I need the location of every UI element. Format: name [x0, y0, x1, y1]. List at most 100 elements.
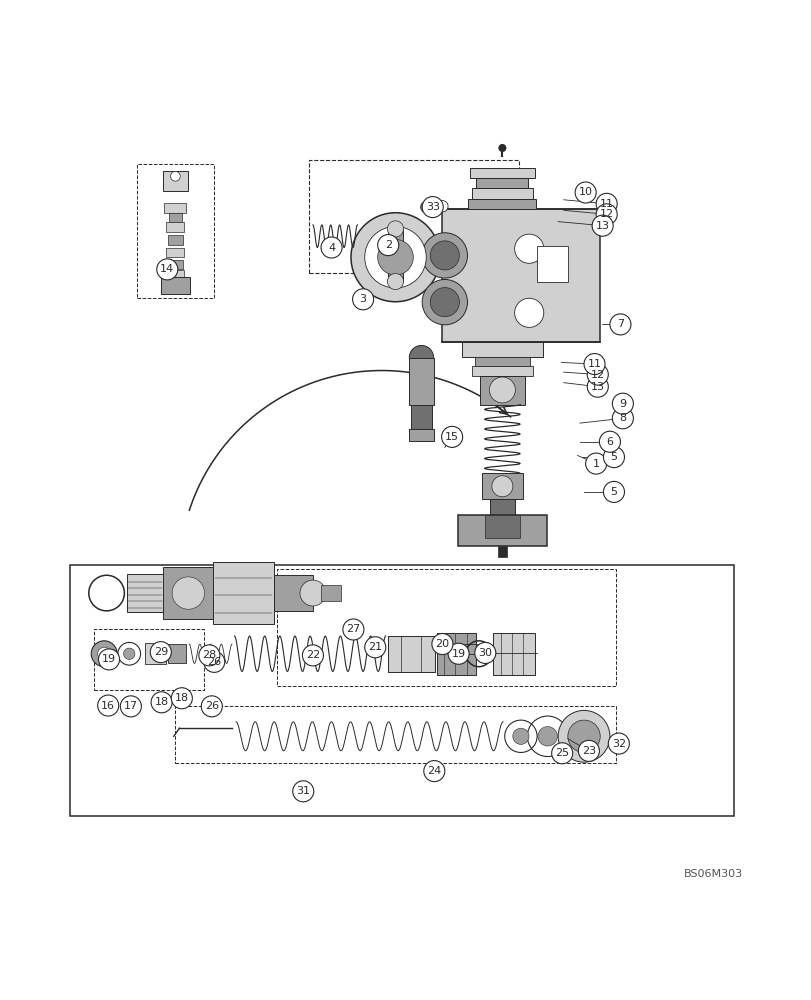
Circle shape: [586, 364, 607, 385]
Text: 4: 4: [328, 243, 335, 253]
Bar: [145, 643, 166, 664]
Bar: [479, 376, 525, 405]
Text: 11: 11: [599, 199, 613, 209]
Text: 13: 13: [595, 221, 609, 231]
Circle shape: [441, 426, 462, 447]
Circle shape: [150, 642, 171, 663]
Circle shape: [591, 215, 612, 236]
Text: 23: 23: [581, 746, 595, 756]
Bar: [161, 277, 190, 294]
Circle shape: [342, 619, 363, 640]
Bar: [274, 575, 312, 611]
Circle shape: [607, 733, 629, 754]
Circle shape: [474, 642, 496, 663]
Circle shape: [171, 688, 192, 709]
Bar: [476, 178, 528, 188]
Text: 14: 14: [160, 264, 174, 274]
Text: 21: 21: [367, 642, 382, 652]
Circle shape: [320, 237, 341, 258]
Text: 6: 6: [606, 437, 612, 447]
Circle shape: [387, 273, 403, 290]
Bar: [442, 209, 599, 342]
Text: 17: 17: [123, 701, 138, 711]
Circle shape: [387, 221, 403, 237]
Text: 10: 10: [578, 187, 592, 197]
Text: 31: 31: [296, 786, 310, 796]
Bar: [166, 248, 184, 257]
Text: 18: 18: [174, 693, 189, 703]
Circle shape: [551, 743, 572, 764]
Bar: [166, 222, 184, 232]
Text: 3: 3: [359, 294, 366, 304]
Bar: [94, 629, 204, 690]
Circle shape: [430, 288, 459, 317]
Text: 26: 26: [207, 657, 221, 667]
Bar: [168, 260, 182, 269]
Bar: [168, 235, 182, 245]
Bar: [461, 342, 543, 357]
Bar: [410, 405, 431, 429]
Bar: [457, 515, 547, 546]
Bar: [497, 546, 507, 557]
Bar: [163, 567, 213, 619]
Circle shape: [91, 641, 117, 667]
Circle shape: [364, 226, 426, 288]
Text: 22: 22: [306, 650, 320, 660]
Circle shape: [377, 239, 413, 275]
Bar: [165, 203, 186, 213]
Text: 8: 8: [619, 413, 625, 423]
Bar: [388, 229, 402, 282]
Bar: [408, 358, 434, 405]
Circle shape: [292, 781, 313, 802]
Bar: [471, 366, 533, 376]
Bar: [127, 574, 163, 612]
Circle shape: [583, 354, 604, 375]
Text: 12: 12: [599, 209, 613, 219]
Bar: [308, 160, 519, 273]
Text: 12: 12: [590, 370, 604, 380]
Bar: [137, 164, 214, 298]
Circle shape: [352, 289, 373, 310]
Circle shape: [609, 314, 630, 335]
Text: 11: 11: [587, 359, 601, 369]
Circle shape: [603, 481, 624, 502]
Circle shape: [430, 241, 459, 270]
Circle shape: [567, 720, 599, 752]
Circle shape: [97, 647, 110, 660]
Circle shape: [585, 453, 606, 474]
Circle shape: [611, 408, 633, 429]
Text: 19: 19: [451, 649, 465, 659]
Bar: [168, 644, 186, 663]
Bar: [277, 569, 616, 686]
Circle shape: [172, 577, 204, 609]
Circle shape: [120, 696, 141, 717]
Bar: [320, 585, 341, 601]
Bar: [408, 429, 434, 441]
Circle shape: [422, 279, 467, 325]
Circle shape: [420, 201, 431, 213]
Circle shape: [513, 728, 528, 744]
Bar: [536, 246, 567, 282]
Bar: [70, 565, 733, 816]
Text: 20: 20: [435, 639, 449, 649]
Bar: [169, 213, 182, 222]
Circle shape: [595, 193, 616, 214]
Text: 7: 7: [616, 319, 623, 329]
Text: 29: 29: [153, 647, 168, 657]
Circle shape: [574, 182, 595, 203]
Circle shape: [204, 651, 225, 672]
Circle shape: [577, 740, 599, 761]
Circle shape: [422, 197, 443, 218]
Bar: [166, 270, 184, 280]
Circle shape: [98, 649, 119, 670]
Circle shape: [514, 234, 543, 263]
Bar: [436, 633, 475, 675]
Circle shape: [170, 171, 180, 181]
Circle shape: [586, 376, 607, 397]
Bar: [213, 562, 274, 624]
Circle shape: [97, 695, 118, 716]
Circle shape: [350, 213, 440, 302]
Circle shape: [603, 447, 624, 468]
Text: 33: 33: [425, 202, 440, 212]
Circle shape: [199, 645, 220, 666]
